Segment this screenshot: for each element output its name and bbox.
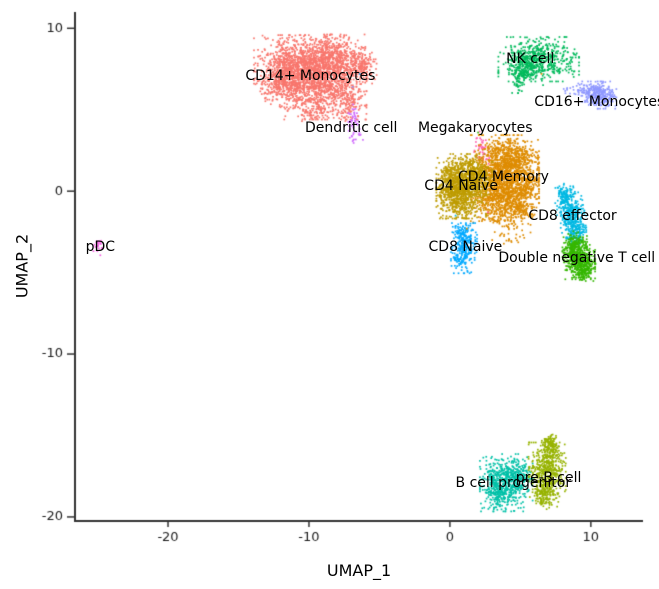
cluster-label-double-negative-t-cell: Double negative T cell xyxy=(498,249,656,266)
cluster-label-megakaryocytes: Megakaryocytes xyxy=(417,119,533,136)
cluster-label-cd8-naive: CD8 Naive xyxy=(428,238,503,255)
cluster-label-cd4-naive: CD4 Naive xyxy=(424,178,499,195)
cluster-label-cd16-monocytes: CD16+ Monocytes xyxy=(534,93,659,110)
y-axis-title: UMAP_2 xyxy=(12,233,32,299)
cluster-label-dendritic-cell: Dendritic cell xyxy=(305,119,398,136)
cluster-label-pdc: pDC xyxy=(85,238,116,255)
cluster-label-pre-b-cell: pre-B cell xyxy=(515,469,582,486)
cluster-label-b-cell-progenitor: B cell progenitor xyxy=(455,474,572,491)
cluster-label-nk-cell: NK cell xyxy=(506,51,555,68)
cluster-label-cd14-monocytes: CD14+ Monocytes xyxy=(245,67,376,84)
cluster-label-cd4-memory: CD4 Memory xyxy=(458,168,549,185)
cluster-label-cd8-effector: CD8 effector xyxy=(528,207,617,224)
x-axis-title: UMAP_1 xyxy=(326,561,392,580)
